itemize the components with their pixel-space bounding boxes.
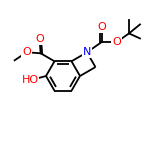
Text: O: O xyxy=(97,22,106,32)
Text: O: O xyxy=(35,34,44,44)
Text: O: O xyxy=(112,37,121,47)
Text: HO: HO xyxy=(21,75,39,85)
Text: N: N xyxy=(83,47,91,57)
Text: O: O xyxy=(22,47,31,57)
